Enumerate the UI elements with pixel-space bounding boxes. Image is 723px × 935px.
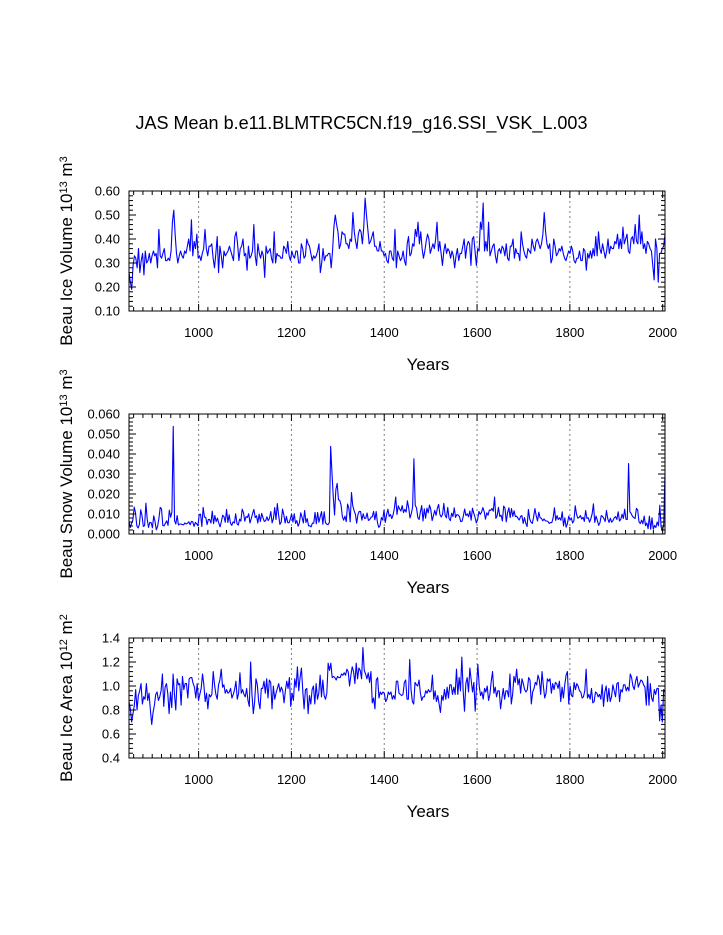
ice-area-y-tick-label: 1.4 bbox=[102, 631, 120, 646]
ice-area-y-tick-label: 1.2 bbox=[102, 655, 120, 670]
snow-volume-y-tick-label: 0.050 bbox=[87, 427, 120, 442]
ice-volume-x-tick-label: 1200 bbox=[277, 325, 306, 340]
ice-area-series-line bbox=[128, 647, 666, 725]
snow-volume-y-axis-title: Beau Snow Volume 1013 m3 bbox=[57, 369, 76, 578]
ice-area-x-tick-label: 1600 bbox=[463, 772, 492, 787]
ice-volume-series-line bbox=[128, 197, 666, 290]
ice-volume-y-tick-label: 0.30 bbox=[95, 256, 120, 271]
ice-volume-y-axis-title-main: Beau Ice Volume 10 bbox=[57, 194, 76, 346]
ice-area-y-tick-label: 0.8 bbox=[102, 703, 120, 718]
ice-area-x-tick-label: 1000 bbox=[184, 772, 213, 787]
ice-area-x-axis-title: Years bbox=[407, 802, 450, 821]
snow-volume-y-axis-title-exp: 13 bbox=[58, 394, 70, 406]
ice-volume-plot-frame bbox=[128, 190, 666, 312]
ice-volume-x-axis-title: Years bbox=[407, 355, 450, 374]
ice-area-x-tick-label: 1800 bbox=[555, 772, 584, 787]
snow-volume-y-axis-title-main: Beau Snow Volume 10 bbox=[57, 407, 76, 579]
ice-volume-x-tick-label: 1600 bbox=[463, 325, 492, 340]
snow-volume-y-axis-title-unit-exp: 3 bbox=[58, 369, 70, 375]
ice-area-y-tick-label: 0.6 bbox=[102, 727, 120, 742]
ice-area-y-axis-title-unit-exp: 2 bbox=[58, 614, 70, 620]
chart-title: JAS Mean b.e11.BLMTRC5CN.f19_g16.SSI_VSK… bbox=[135, 113, 588, 133]
ice-volume-y-axis-title: Beau Ice Volume 1013 m3 bbox=[57, 156, 76, 345]
snow-volume-x-axis-title: Years bbox=[407, 578, 450, 597]
ice-area-y-axis-title: Beau Ice Area 1012 m2 bbox=[57, 614, 76, 782]
ice-volume-x-tick-label: 1000 bbox=[184, 325, 213, 340]
ice-volume-y-tick-label: 0.20 bbox=[95, 280, 120, 295]
snow-volume-y-tick-label: 0.060 bbox=[87, 407, 120, 422]
panel-ice-volume: 1000 1200 1400 1600 1800 2000 0.10 0.20 0.30 0.40… bbox=[57, 156, 677, 374]
ice-area-y-tick-label: 0.4 bbox=[102, 751, 120, 766]
ice-volume-y-axis-title-unit: m bbox=[57, 162, 76, 181]
ice-area-y-axis-title-unit: m bbox=[57, 620, 76, 639]
ice-volume-y-axis-title-unit-exp: 3 bbox=[58, 156, 70, 162]
ice-volume-y-tick-label: 0.60 bbox=[95, 184, 120, 199]
snow-volume-x-tick-label: 1200 bbox=[277, 548, 306, 563]
snow-volume-y-tick-label: 0.000 bbox=[87, 527, 120, 542]
snow-volume-series-line bbox=[128, 425, 666, 532]
snow-volume-x-tick-label: 1000 bbox=[184, 548, 213, 563]
ice-volume-y-tick-label: 0.50 bbox=[95, 208, 120, 223]
snow-volume-x-tick-label: 2000 bbox=[648, 548, 677, 563]
ice-volume-x-tick-label: 2000 bbox=[648, 325, 677, 340]
snow-volume-x-tick-label: 1800 bbox=[555, 548, 584, 563]
ice-volume-y-tick-label: 0.10 bbox=[95, 304, 120, 319]
ice-area-x-tick-label: 1400 bbox=[370, 772, 399, 787]
ice-area-x-tick-label: 2000 bbox=[648, 772, 677, 787]
ice-area-x-tick-label: 1200 bbox=[277, 772, 306, 787]
snow-volume-y-axis-title-unit: m bbox=[57, 375, 76, 394]
snow-volume-y-tick-label: 0.030 bbox=[87, 467, 120, 482]
panel-snow-volume: 1000 1200 1400 1600 1800 2000 0.000 0.010 0.020 0… bbox=[57, 369, 677, 597]
snow-volume-y-tick-label: 0.010 bbox=[87, 507, 120, 522]
snow-volume-x-tick-label: 1600 bbox=[463, 548, 492, 563]
ice-volume-x-tick-label: 1400 bbox=[370, 325, 399, 340]
ice-area-y-axis-title-exp: 12 bbox=[58, 639, 70, 651]
ice-area-y-axis-title-main: Beau Ice Area 10 bbox=[57, 651, 76, 781]
ice-volume-y-tick-label: 0.40 bbox=[95, 232, 120, 247]
ice-volume-y-axis-title-exp: 13 bbox=[58, 181, 70, 193]
ice-area-y-tick-label: 1.0 bbox=[102, 679, 120, 694]
ice-volume-x-tick-label: 1800 bbox=[555, 325, 584, 340]
snow-volume-y-tick-label: 0.040 bbox=[87, 447, 120, 462]
ice-area-plot-frame bbox=[128, 637, 666, 759]
snow-volume-x-tick-label: 1400 bbox=[370, 548, 399, 563]
panel-ice-area: 1000 1200 1400 1600 1800 2000 0.4 0.6 0.8 1.0 1.2 1… bbox=[57, 614, 677, 821]
snow-volume-y-tick-label: 0.020 bbox=[87, 487, 120, 502]
